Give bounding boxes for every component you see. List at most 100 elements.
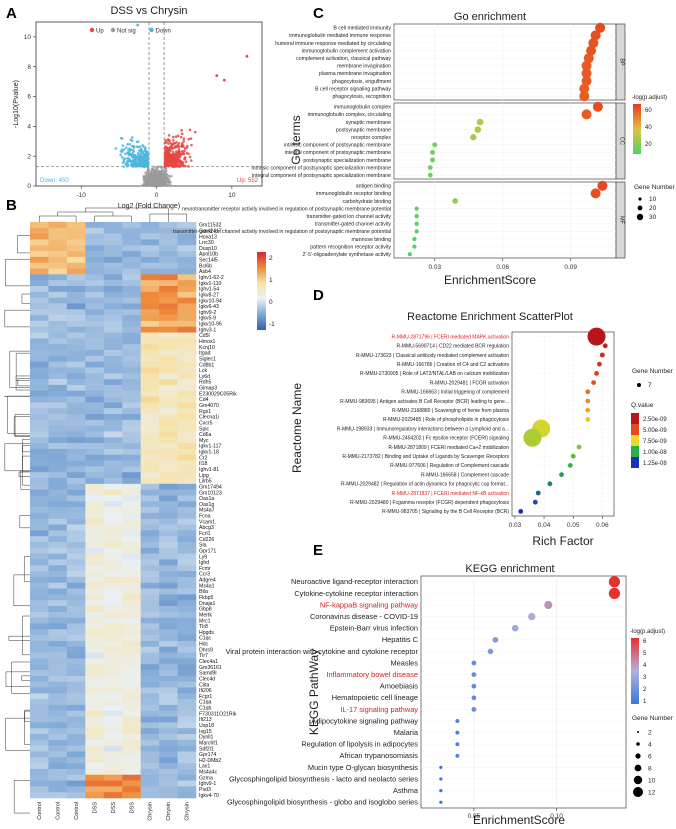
point-up [183, 156, 187, 159]
heatmap-gene-label: Ifi213 [199, 717, 212, 723]
heatmap-cell [177, 355, 197, 362]
heatmap-cell [122, 431, 141, 438]
heatmap-cell [48, 780, 68, 787]
heatmap-cell [159, 524, 178, 531]
go-term-label: phagocytosis, engulfment [332, 79, 391, 85]
point-up [176, 144, 179, 147]
heatmap-cell [177, 262, 197, 269]
heatmap-cell [122, 414, 141, 421]
heatmap-cell [85, 239, 105, 246]
colorbar-tick-label: -1 [269, 321, 275, 328]
heatmap-gene-label: Tlr8 [199, 624, 208, 630]
heatmap-cell [122, 233, 141, 240]
heatmap-cell [66, 699, 86, 706]
heatmap-cell [85, 297, 105, 304]
heatmap-cell [48, 600, 68, 607]
heatmap-cell [159, 507, 178, 514]
heatmap-cell [103, 239, 123, 246]
heatmap-cell [140, 338, 160, 345]
heatmap-cell [177, 780, 197, 787]
heatmap-cell [140, 507, 160, 514]
heatmap-cell [30, 670, 49, 677]
go-term-label: integral component of postsynaptic speci… [252, 173, 391, 179]
heatmap-cell [103, 408, 123, 415]
heatmap-cell [159, 734, 178, 741]
heatmap-cell [85, 734, 105, 741]
heatmap-cell [103, 652, 123, 659]
reactome-point [585, 398, 591, 404]
heatmap-cell [159, 274, 178, 281]
heatmap-cell [85, 291, 105, 298]
heatmap-cell [103, 547, 123, 554]
heatmap-cell [30, 251, 49, 258]
heatmap-cell [48, 623, 68, 630]
heatmap-cell [103, 640, 123, 648]
heatmap-cell [48, 664, 68, 671]
heatmap-cell [66, 588, 86, 595]
reactome-term-label: R-MMU-5690714 | CD22 mediated BCR regula… [397, 344, 510, 350]
heatmap-cell [177, 454, 197, 461]
point-up [182, 137, 186, 140]
heatmap-cell [85, 670, 105, 677]
heatmap-cell [159, 268, 178, 275]
heatmap-cell [48, 565, 68, 572]
heatmap-gene-label: Cd8b1 [199, 362, 214, 368]
reactome-point [587, 327, 606, 346]
go-term-label: integral component of postsynaptic membr… [285, 150, 392, 156]
heatmap-cell [103, 256, 123, 264]
heatmap-cell [85, 512, 105, 520]
heatmap-cell [66, 245, 86, 252]
point-down [129, 138, 133, 142]
heatmap-cell [177, 699, 197, 706]
kegg-term-label: NF-kappaB signaling pathway [320, 600, 418, 609]
heatmap-cell [122, 379, 141, 386]
go-size-legend-dot [636, 213, 644, 221]
kegg-size-legend-label: 8 [648, 766, 652, 773]
heatmap-cell [48, 693, 68, 700]
go-colorbar-tick: 20 [645, 142, 652, 148]
go-term-label: postsynaptic membrane [336, 127, 391, 133]
heatmap-cell [85, 466, 105, 473]
point-up [174, 154, 178, 158]
heatmap-cell [177, 553, 197, 560]
heatmap-cell [66, 437, 86, 444]
point-not-sig [168, 182, 171, 185]
heatmap-cell [85, 739, 105, 746]
reactome-point [585, 407, 591, 413]
heatmap-cell [30, 262, 49, 269]
heatmap-cell [159, 757, 178, 764]
kegg-size-legend-title: Gene Number [632, 715, 674, 722]
point-outlier [136, 23, 140, 27]
point-down [135, 155, 139, 159]
heatmap-gene-label: Isg15 [199, 729, 212, 735]
kegg-colorbar-tick: 4 [643, 663, 647, 669]
heatmap-colorbar [257, 252, 266, 330]
point-down [132, 159, 135, 162]
reactome-point [594, 371, 599, 376]
heatmap-cell [30, 472, 49, 479]
colorbar-tick-label: 2 [269, 255, 273, 262]
heatmap-cell [103, 606, 123, 613]
heatmap-cell [48, 460, 68, 467]
heatmap-cell [140, 536, 160, 543]
heatmap-cell [140, 518, 160, 525]
point-up [163, 154, 167, 157]
point-up [166, 157, 170, 161]
heatmap-cell [140, 291, 160, 298]
point-not-sig [165, 176, 168, 180]
go-size-legend-label: 30 [649, 214, 657, 221]
heatmap-cell [159, 652, 178, 659]
point-down [119, 153, 122, 156]
go-term-label: humoral immune response mediated by circ… [275, 41, 391, 47]
heatmap-cell [177, 320, 197, 328]
heatmap-cell [103, 716, 123, 723]
heatmap-cell [48, 734, 68, 741]
point-not-sig [146, 184, 150, 188]
heatmap-cell [140, 332, 160, 339]
y-tick-label: 8 [27, 64, 31, 71]
heatmap-sample-label: Control [74, 802, 80, 820]
heatmap-cell [140, 594, 160, 601]
heatmap-cell [140, 326, 160, 333]
heatmap-cell [140, 582, 160, 589]
